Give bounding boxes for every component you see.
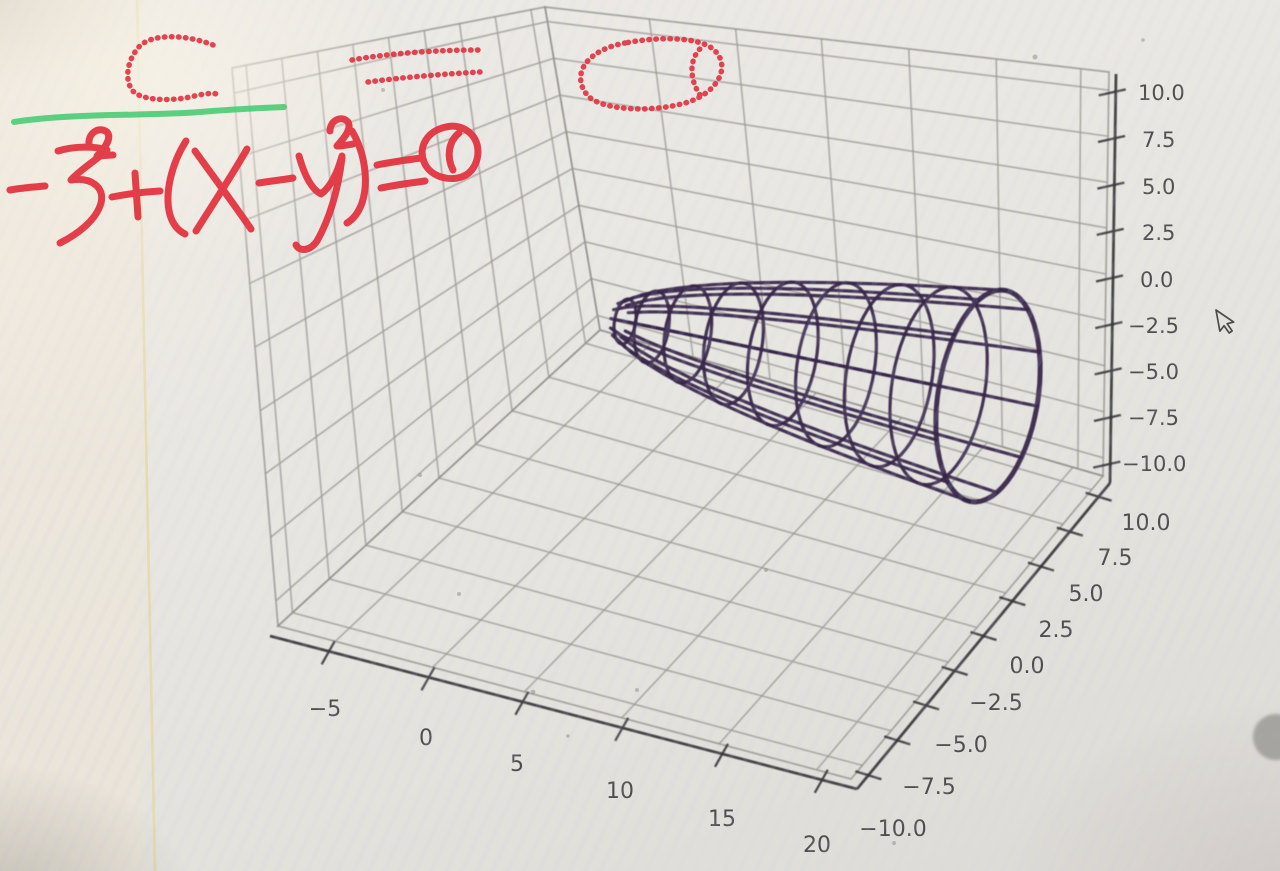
ink-plus-v: [131, 169, 142, 221]
ink-paren-close: [343, 127, 369, 227]
ink-minus-2: [255, 174, 297, 187]
ink-equals-bottom: [365, 69, 483, 85]
ink-paren-open: [164, 137, 190, 238]
handwritten-equation: [6, 115, 482, 253]
ink-equals2-bottom: [377, 177, 429, 192]
ink-equals-top: [349, 47, 481, 63]
green-underline: [11, 104, 287, 125]
ink-zero-inner: [689, 44, 705, 98]
ink-sup2-z: [85, 126, 117, 160]
mouse-cursor: [1215, 309, 1235, 334]
ink-minus-1: [6, 182, 49, 194]
ink-z: [54, 143, 111, 247]
ink-equals2-top: [373, 154, 425, 169]
ink-x-stroke2: [192, 145, 251, 235]
ink-zero2-inner: [445, 129, 463, 174]
ink-sup2-y: [326, 115, 357, 150]
ink-zero: [577, 36, 725, 112]
ink-letter-c: [125, 34, 220, 103]
screen-smudge: [1253, 714, 1280, 760]
ink-y-tail: [292, 154, 346, 253]
handwritten-note-c-equals-0: [125, 34, 725, 112]
ink-zero2: [418, 122, 482, 182]
